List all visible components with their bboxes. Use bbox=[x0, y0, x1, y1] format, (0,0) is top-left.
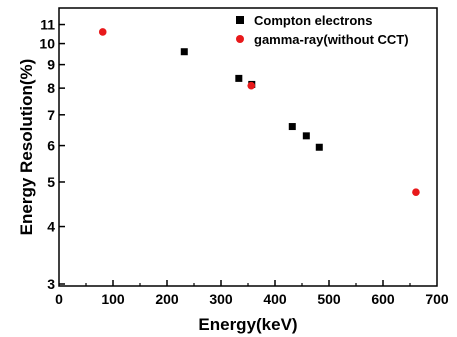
data-point-compton bbox=[302, 132, 310, 140]
y-tick-label: 7 bbox=[47, 107, 55, 123]
data-point-compton bbox=[315, 143, 323, 151]
x-tick-label: 500 bbox=[317, 291, 341, 307]
data-point-compton bbox=[235, 74, 243, 82]
x-tick-label: 0 bbox=[55, 291, 63, 307]
legend-marker-compton bbox=[236, 16, 244, 24]
data-point-compton bbox=[180, 48, 188, 56]
x-tick-label: 600 bbox=[371, 291, 395, 307]
y-tick-label: 3 bbox=[47, 276, 55, 292]
legend: Compton electrons gamma-ray(without CCT) bbox=[236, 13, 409, 47]
y-axis-ticks: 3 4 5 6 7 8 9 10 11 bbox=[39, 17, 65, 292]
data-points bbox=[98, 28, 420, 197]
y-tick-label: 5 bbox=[47, 174, 55, 190]
x-tick-label: 200 bbox=[155, 291, 179, 307]
x-tick-label: 300 bbox=[209, 291, 233, 307]
legend-label-compton: Compton electrons bbox=[254, 13, 372, 28]
y-tick-label: 8 bbox=[47, 80, 55, 96]
data-point-gamma bbox=[98, 28, 107, 36]
data-point-compton bbox=[288, 123, 296, 131]
y-axis-label: Energy Resolution(%) bbox=[17, 59, 36, 236]
y-tick-label: 9 bbox=[47, 57, 55, 73]
x-axis-label: Energy(keV) bbox=[198, 315, 297, 334]
x-tick-label: 100 bbox=[101, 291, 125, 307]
data-point-gamma bbox=[412, 188, 420, 197]
y-tick-label: 10 bbox=[39, 36, 55, 52]
y-tick-label: 4 bbox=[47, 219, 55, 235]
x-tick-label: 400 bbox=[263, 291, 287, 307]
x-axis-ticks: 0 100 200 300 400 500 600 700 bbox=[55, 280, 449, 307]
y-tick-label: 11 bbox=[40, 17, 55, 33]
legend-marker-gamma bbox=[236, 35, 244, 43]
y-tick-label: 6 bbox=[47, 138, 55, 154]
x-tick-label: 700 bbox=[425, 291, 449, 307]
plot-frame bbox=[58, 7, 438, 287]
data-point-gamma bbox=[247, 81, 256, 90]
legend-label-gamma: gamma-ray(without CCT) bbox=[254, 32, 409, 47]
